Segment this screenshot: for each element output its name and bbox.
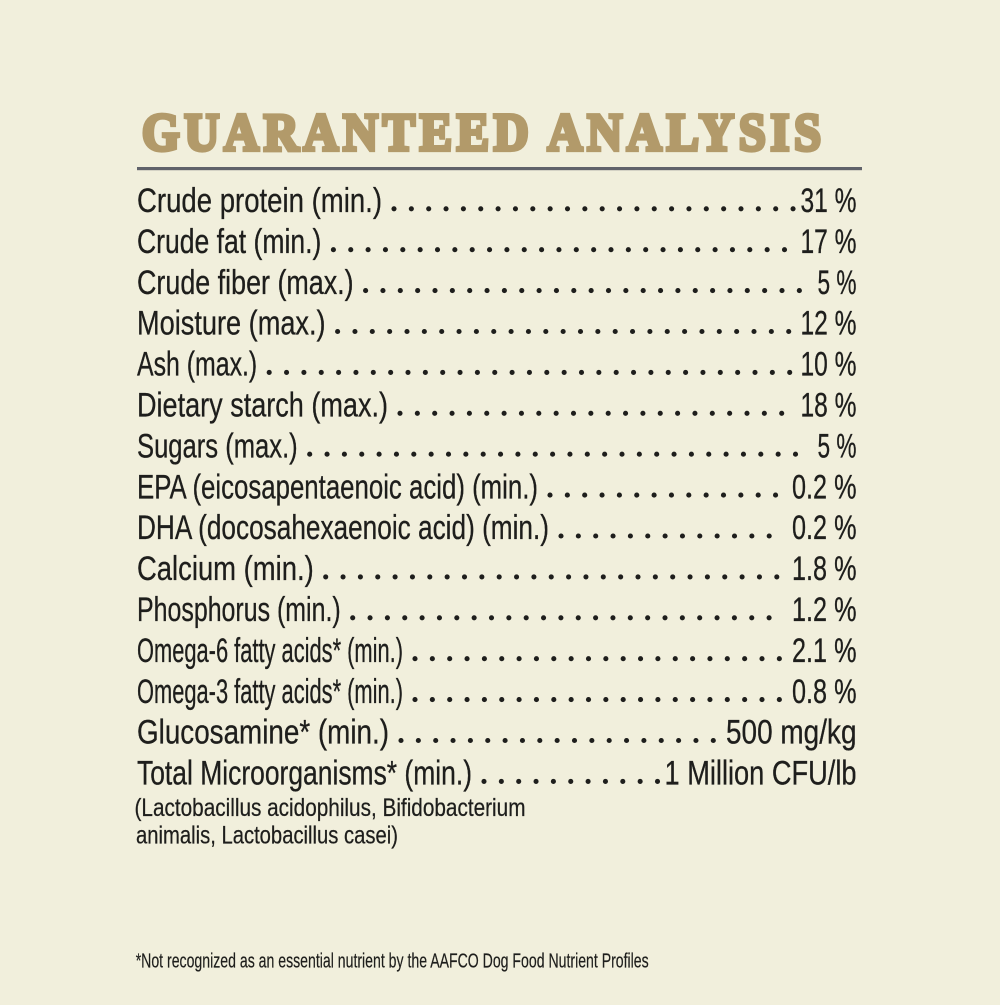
- svg-text:Moisture (max.): Moisture (max.): [137, 305, 326, 343]
- svg-text:(Lactobacillus acidophilus, Bi: (Lactobacillus acidophilus, Bifidobacter…: [135, 794, 526, 822]
- svg-text:1.2 %: 1.2 %: [792, 591, 857, 629]
- svg-text:Crude fiber (max.): Crude fiber (max.): [137, 264, 354, 302]
- svg-text:DHA (docosahexaenoic acid) (mi: DHA (docosahexaenoic acid) (min.): [137, 509, 549, 547]
- svg-text:EPA (eicosapentaenoic acid) (m: EPA (eicosapentaenoic acid) (min.): [137, 468, 538, 506]
- svg-text:Total Microorganisms* (min.): Total Microorganisms* (min.): [137, 755, 472, 793]
- svg-text:5 %: 5 %: [818, 264, 857, 302]
- svg-text:5 %: 5 %: [818, 427, 857, 465]
- svg-text:0.2 %: 0.2 %: [792, 509, 857, 547]
- svg-text:Ash (max.): Ash (max.): [137, 346, 257, 384]
- svg-text:500 mg/kg: 500 mg/kg: [726, 714, 857, 752]
- svg-text:Crude fat (min.): Crude fat (min.): [137, 223, 321, 261]
- svg-text:GUARANTEED ANALYSIS: GUARANTEED ANALYSIS: [142, 103, 821, 161]
- svg-text:0.8 %: 0.8 %: [792, 673, 857, 711]
- svg-text:2.1 %: 2.1 %: [792, 632, 857, 670]
- svg-text:Omega-3 fatty acids* (min.): Omega-3 fatty acids* (min.): [137, 673, 403, 711]
- svg-text:Phosphorus (min.): Phosphorus (min.): [137, 591, 341, 629]
- svg-text:1 Million CFU/lb: 1 Million CFU/lb: [665, 755, 857, 793]
- svg-text:10 %: 10 %: [801, 346, 857, 384]
- svg-text:Dietary starch (max.): Dietary starch (max.): [137, 387, 388, 425]
- svg-text:Glucosamine* (min.): Glucosamine* (min.): [137, 714, 389, 752]
- svg-text:Calcium (min.): Calcium (min.): [137, 550, 314, 588]
- svg-text:12 %: 12 %: [801, 305, 857, 343]
- svg-text:Sugars (max.): Sugars (max.): [137, 427, 298, 465]
- svg-text:*Not recognized as an essentia: *Not recognized as an essential nutrient…: [136, 949, 649, 972]
- svg-text:animalis, Lactobacillus casei): animalis, Lactobacillus casei): [136, 822, 398, 850]
- svg-text:1.8 %: 1.8 %: [792, 550, 857, 588]
- svg-text:18 %: 18 %: [801, 387, 857, 425]
- svg-text:31 %: 31 %: [801, 182, 857, 220]
- svg-text:17 %: 17 %: [801, 223, 857, 261]
- svg-text:Crude protein (min.): Crude protein (min.): [137, 182, 382, 220]
- svg-text:Omega-6 fatty acids* (min.): Omega-6 fatty acids* (min.): [137, 632, 403, 670]
- svg-text:0.2 %: 0.2 %: [792, 468, 857, 506]
